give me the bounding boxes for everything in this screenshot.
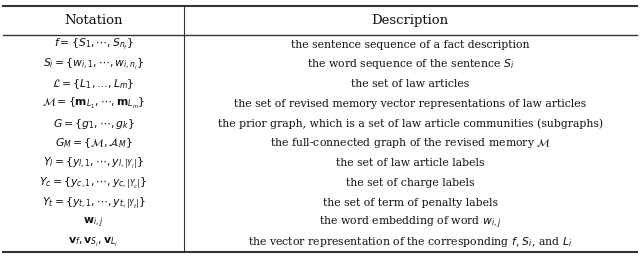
Text: the set of term of penalty labels: the set of term of penalty labels <box>323 198 498 208</box>
Text: the prior graph, which is a set of law article communities (subgraphs): the prior graph, which is a set of law a… <box>218 118 603 129</box>
Text: the word embedding of word $w_{i,j}$: the word embedding of word $w_{i,j}$ <box>319 214 501 231</box>
Text: $G_M = \{\mathcal{M}, \mathcal{A}_M\}$: $G_M = \{\mathcal{M}, \mathcal{A}_M\}$ <box>54 136 132 150</box>
Text: the word sequence of the sentence $S_i$: the word sequence of the sentence $S_i$ <box>307 57 514 71</box>
Text: the full-connected graph of the revised memory $\mathcal{M}$: the full-connected graph of the revised … <box>270 136 551 151</box>
Text: Description: Description <box>372 14 449 27</box>
Text: $\mathcal{L} = \{L_1, \ldots, L_m\}$: $\mathcal{L} = \{L_1, \ldots, L_m\}$ <box>52 77 134 91</box>
Text: $\mathbf{w}_{i,j}$: $\mathbf{w}_{i,j}$ <box>83 215 104 230</box>
Text: $f = \{S_1, \cdots, S_{n_f}\}$: $f = \{S_1, \cdots, S_{n_f}\}$ <box>54 37 133 52</box>
Text: the set of revised memory vector representations of law articles: the set of revised memory vector represe… <box>234 99 586 109</box>
Text: $Y_t = \{y_{t,1}, \cdots, y_{t,|Y_t|}\}$: $Y_t = \{y_{t,1}, \cdots, y_{t,|Y_t|}\}$ <box>42 195 145 211</box>
Text: $Y_c = \{y_{c,1}, \cdots, y_{c,|Y_c|}\}$: $Y_c = \{y_{c,1}, \cdots, y_{c,|Y_c|}\}$ <box>39 175 148 191</box>
Text: the set of law articles: the set of law articles <box>351 79 469 89</box>
Text: the vector representation of the corresponding $f$, $S_i$, and $L_i$: the vector representation of the corresp… <box>248 235 572 249</box>
Text: $\mathbf{v}_f, \mathbf{v}_{S_i}, \mathbf{v}_{L_i}$: $\mathbf{v}_f, \mathbf{v}_{S_i}, \mathbf… <box>68 236 118 249</box>
Text: $Y_l = \{y_{l,1}, \cdots, y_{l,|Y_l|}\}$: $Y_l = \{y_{l,1}, \cdots, y_{l,|Y_l|}\}$ <box>43 155 144 171</box>
Text: the set of law article labels: the set of law article labels <box>336 158 484 168</box>
Text: $G = \{g_1, \cdots, g_k\}$: $G = \{g_1, \cdots, g_k\}$ <box>52 117 134 131</box>
Text: $S_i = \{w_{i,1}, \cdots, w_{i,n_i}\}$: $S_i = \{w_{i,1}, \cdots, w_{i,n_i}\}$ <box>43 57 144 72</box>
Text: the sentence sequence of a fact description: the sentence sequence of a fact descript… <box>291 39 529 50</box>
Text: $\mathcal{M} = \{\mathbf{m}_{L_1}, \cdots, \mathbf{m}_{L_m}\}$: $\mathcal{M} = \{\mathbf{m}_{L_1}, \cdot… <box>42 96 145 111</box>
Text: Notation: Notation <box>64 14 123 27</box>
Text: the set of charge labels: the set of charge labels <box>346 178 474 188</box>
